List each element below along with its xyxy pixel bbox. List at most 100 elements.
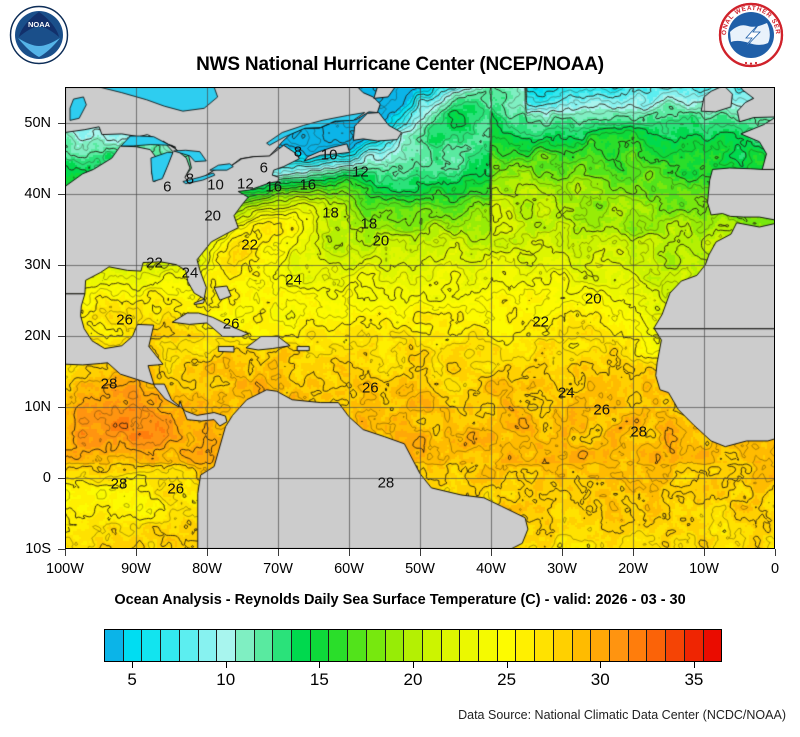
y-axis-label: 50N	[24, 114, 51, 131]
colorbar-cell	[198, 630, 218, 661]
contour-label: 22	[146, 254, 163, 272]
x-axis-label: 100W	[46, 561, 84, 577]
contour-label: 26	[593, 401, 611, 419]
x-axis-label: 50W	[405, 561, 435, 577]
contour-label: 28	[377, 474, 395, 492]
colorbar-cell	[366, 630, 386, 661]
x-axis-tick	[349, 549, 350, 556]
colorbar-cell	[329, 630, 349, 661]
x-axis-tick	[420, 549, 421, 556]
contour-label: 24	[181, 264, 199, 281]
y-axis-tick	[58, 549, 65, 550]
colorbar-cell	[254, 630, 274, 661]
y-axis-tick	[58, 406, 65, 408]
x-axis-tick	[491, 549, 492, 556]
contour-label: 10	[207, 176, 224, 194]
contour-label: 12	[236, 175, 254, 193]
colorbar-cell	[553, 630, 573, 661]
colorbar-cell	[123, 630, 143, 661]
y-axis-label: 40N	[24, 185, 51, 202]
colorbar[interactable]	[104, 629, 722, 662]
colorbar-cell	[516, 630, 536, 661]
colorbar-cell	[441, 630, 461, 661]
x-axis-label: 60W	[334, 561, 364, 577]
x-axis-label: 80W	[192, 561, 222, 577]
colorbar-cell	[703, 630, 722, 661]
x-axis-tick	[65, 549, 66, 556]
colorbar-cell	[647, 630, 667, 661]
colorbar-label: 10	[216, 670, 236, 689]
colorbar-label: 35	[684, 670, 704, 689]
x-axis-tick	[207, 549, 208, 556]
contour-label: 12	[352, 163, 369, 181]
y-axis-label: 10N	[24, 398, 51, 415]
map-subtitle: Ocean Analysis - Reynolds Daily Sea Surf…	[114, 592, 686, 608]
x-axis-label: 0	[770, 561, 780, 577]
colorbar-tick	[319, 662, 321, 668]
colorbar-cell	[422, 630, 442, 661]
x-axis-label: 10W	[689, 561, 719, 577]
y-axis-tick	[58, 264, 65, 266]
contour-label: 26	[361, 379, 379, 397]
y-axis-label: 20N	[24, 327, 51, 344]
colorbar-tick	[225, 662, 227, 668]
contour-label: 24	[557, 384, 575, 402]
contour-label: 24	[285, 271, 302, 289]
colorbar-label: 30	[590, 670, 610, 689]
x-axis-label: 40W	[476, 561, 506, 577]
contour-label: 28	[100, 375, 118, 393]
colorbar-cell	[479, 630, 498, 661]
contour-label: 8	[185, 170, 195, 188]
y-axis-tick	[58, 193, 65, 195]
colorbar-tick	[600, 662, 602, 668]
nws-logo-icon: NATIONAL WEATHER SERVICE	[715, 0, 784, 68]
colorbar-cell	[292, 630, 311, 661]
contour-label: 6	[259, 159, 268, 177]
colorbar-cell	[666, 630, 685, 661]
colorbar-cell	[217, 630, 236, 661]
colorbar-cell	[535, 630, 554, 661]
contour-label: 22	[532, 313, 550, 331]
contour-label: 22	[241, 236, 258, 254]
x-axis-tick	[136, 549, 137, 556]
colorbar-cell	[628, 630, 648, 661]
x-axis-label: 70W	[263, 561, 293, 577]
y-axis-tick	[58, 335, 65, 337]
contour-label: 28	[630, 423, 648, 441]
x-axis-tick	[775, 549, 776, 556]
colorbar-cell	[235, 630, 255, 661]
colorbar-cell	[404, 630, 423, 661]
colorbar-cell	[497, 630, 517, 661]
sst-map[interactable]: 100W 90W 80W 70W 60W 50W 40W 30W 20W 10W 0 10S 0 10N 2…	[24, 87, 779, 577]
contour-label: 18	[360, 215, 378, 233]
noaa-logo-icon: NOAA	[8, 4, 70, 66]
svg-text:NOAA: NOAA	[28, 20, 51, 29]
contour-label: 28	[110, 475, 128, 493]
y-axis-tick	[58, 477, 65, 479]
x-axis-tick	[562, 549, 563, 556]
colorbar-cell	[348, 630, 367, 661]
x-axis-label: 20W	[618, 561, 648, 577]
y-axis-label: 30N	[24, 256, 51, 273]
colorbar-cell	[105, 630, 124, 661]
contour-label: 10	[320, 146, 338, 164]
x-axis-label: 90W	[121, 561, 151, 577]
contour-label: 26	[167, 480, 185, 498]
colorbar-cell	[591, 630, 610, 661]
y-axis-label: 10S	[25, 541, 51, 557]
colorbar-label: 15	[309, 670, 329, 689]
sst-map-canvas	[65, 87, 775, 549]
colorbar-label: 25	[497, 670, 517, 689]
colorbar-cell	[310, 630, 330, 661]
contour-label: 8	[293, 143, 303, 161]
x-axis-tick	[278, 549, 279, 556]
x-axis-label: 30W	[547, 561, 577, 577]
x-axis-tick	[704, 549, 705, 556]
contour-label: 26	[222, 315, 240, 333]
contour-label: 16	[265, 178, 283, 195]
colorbar-cell	[179, 630, 199, 661]
colorbar-cell	[385, 630, 405, 661]
x-axis-tick	[633, 549, 634, 556]
colorbar-cell	[460, 630, 480, 661]
